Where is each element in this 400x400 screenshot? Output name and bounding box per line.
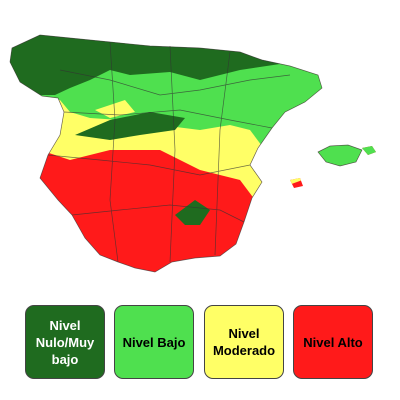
regions	[10, 35, 376, 272]
very-low-risk-zone	[175, 200, 210, 225]
risk-map	[9, 34, 376, 273]
moderate-risk-zone	[95, 100, 135, 118]
legend-item: Nivel Bajo	[114, 305, 194, 379]
legend-item: Nivel Alto	[293, 305, 373, 379]
legend-item: Nivel Moderado	[204, 305, 284, 379]
very-low-risk-zone	[75, 112, 185, 140]
province-borders	[9, 34, 363, 273]
legend-item: Nivel Nulo/Muy bajo	[25, 305, 105, 379]
